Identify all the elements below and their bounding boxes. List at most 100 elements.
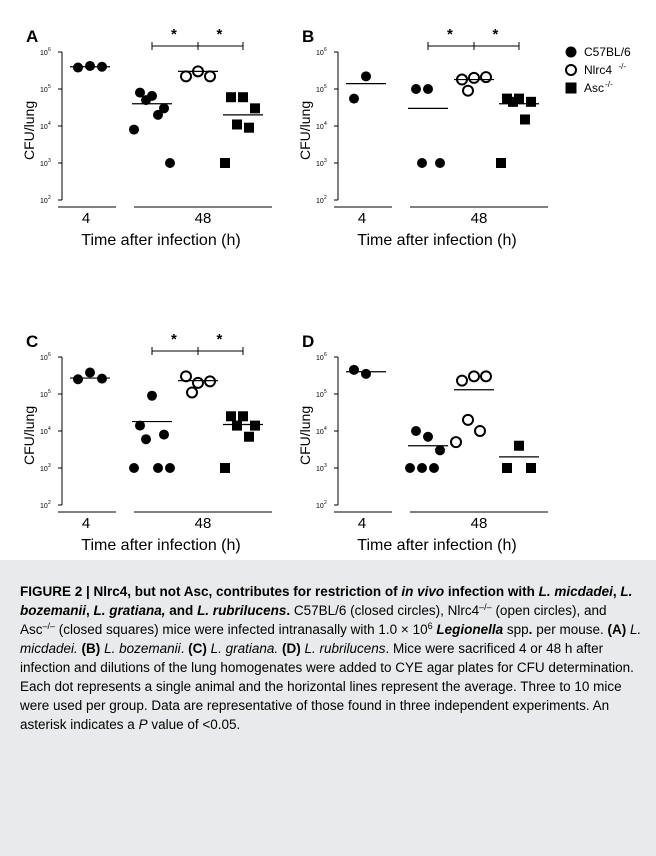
data-point-closed-square [232, 119, 242, 130]
y-axis-label: CFU/lung [297, 406, 313, 465]
caption-title-part: , [86, 603, 94, 618]
y-tick-label: 10 [316, 50, 324, 57]
y-tick-exponent: 4 [324, 426, 327, 432]
data-point-open-circle [192, 376, 204, 389]
data-point-closed-circle [405, 463, 415, 473]
significance-asterisk: * [171, 331, 177, 348]
data-point-closed-circle [159, 429, 169, 440]
y-tick-label: 10 [40, 198, 48, 205]
data-point-open-circle [180, 70, 192, 83]
time-group-label: 48 [471, 210, 488, 227]
caption-text: spp [503, 622, 529, 637]
data-point-closed-circle [349, 364, 359, 375]
caption-text: . Mice were sacrificed 4 or 48 h after i… [20, 641, 634, 732]
data-point-open-circle [450, 436, 462, 449]
caption-panel-ref: (A) [607, 622, 627, 637]
y-tick-exponent: 6 [324, 47, 327, 53]
panel-letter: A [26, 27, 38, 46]
y-tick-exponent: 4 [48, 121, 51, 127]
y-axis-label: CFU/lung [297, 101, 313, 160]
caption-title-part: L. gratiana, [93, 603, 166, 618]
y-tick-label: 10 [316, 161, 324, 168]
data-point-open-circle [204, 375, 216, 388]
caption-text: . [180, 641, 189, 656]
y-tick-exponent: 5 [48, 84, 51, 90]
y-tick-label: 10 [40, 161, 48, 168]
y-tick-label: 10 [40, 355, 48, 362]
data-point-closed-square [244, 431, 254, 442]
legend-marker-open-circle [565, 64, 577, 76]
x-axis-title: Time after infection (h) [357, 232, 516, 249]
y-tick-label: 10 [40, 466, 48, 473]
data-point-closed-square [238, 92, 248, 103]
y-tick-label: 10 [40, 392, 48, 399]
data-point-closed-circle [165, 463, 175, 473]
caption-title-part: . [286, 603, 291, 618]
data-point-closed-square [502, 93, 512, 104]
caption-p-symbol: P [138, 717, 148, 732]
caption-title-part: L. micdadei [538, 584, 613, 599]
data-point-closed-square [526, 463, 536, 473]
panel-letter: C [26, 332, 38, 351]
data-point-closed-circle [435, 158, 445, 168]
data-point-closed-circle [423, 431, 433, 442]
data-point-closed-circle [147, 390, 157, 401]
caption-title-part: L. bozemanii [20, 584, 633, 618]
y-tick-exponent: 3 [324, 463, 327, 469]
data-point-closed-circle [85, 367, 95, 378]
y-tick-exponent: 2 [48, 500, 51, 506]
y-tick-exponent: 3 [48, 158, 51, 164]
y-tick-label: 10 [316, 503, 324, 510]
y-axis-label: CFU/lung [21, 406, 37, 465]
caption-title-part: and [165, 603, 198, 618]
data-point-closed-circle [349, 93, 359, 104]
data-point-closed-circle [411, 426, 421, 436]
y-tick-label: 10 [40, 503, 48, 510]
caption-text: . [528, 622, 533, 637]
data-point-closed-circle [159, 103, 169, 114]
caption-superscript: 6 [427, 621, 433, 631]
data-point-closed-square [514, 93, 524, 104]
y-tick-label: 10 [316, 198, 324, 205]
caption-paragraph: FIGURE 2 | Nlrc4, but not Asc, contribut… [20, 582, 642, 734]
y-tick-label: 10 [316, 392, 324, 399]
data-point-closed-circle [361, 368, 371, 379]
data-point-closed-circle [361, 71, 371, 82]
legend-superscript: -/- [619, 62, 627, 71]
data-point-closed-circle [73, 374, 83, 385]
data-point-closed-circle [417, 158, 427, 168]
caption-text: C57BL/6 (closed circles), Nlrc4 [290, 603, 480, 618]
caption-text: (open circles), and Asc [20, 603, 607, 637]
caption-superscript: –/– [479, 602, 492, 612]
data-point-closed-circle [141, 95, 151, 106]
caption-title-part: L. rubrilucens [197, 603, 287, 618]
caption-text: per mouse. [532, 622, 608, 637]
time-group-label: 48 [195, 210, 212, 227]
data-point-closed-circle [423, 84, 433, 94]
y-tick-exponent: 2 [324, 195, 327, 201]
y-tick-exponent: 6 [48, 352, 51, 358]
caption-species: L. bozemanii [104, 641, 181, 656]
legend-superscript: -/- [605, 80, 613, 89]
legend-label: Asc [584, 81, 604, 95]
y-tick-label: 10 [40, 124, 48, 131]
panel-letter: B [302, 27, 314, 46]
data-point-closed-circle [417, 463, 427, 473]
time-group-label: 4 [358, 515, 366, 532]
data-point-open-circle [462, 413, 474, 426]
y-tick-exponent: 2 [324, 500, 327, 506]
data-point-closed-circle [97, 373, 107, 384]
time-group-label: 4 [82, 210, 90, 227]
data-point-closed-square [220, 158, 230, 168]
caption-title-part: FIGURE 2 | Nlrc4, but not Asc, contribut… [20, 584, 402, 599]
y-tick-label: 10 [40, 429, 48, 436]
y-tick-exponent: 5 [48, 389, 51, 395]
y-tick-exponent: 3 [324, 158, 327, 164]
y-tick-label: 10 [316, 87, 324, 94]
data-point-closed-square [232, 420, 242, 431]
y-axis-label: CFU/lung [21, 101, 37, 160]
y-tick-exponent: 3 [48, 463, 51, 469]
x-axis-title: Time after infection (h) [81, 537, 240, 554]
significance-asterisk: * [217, 331, 223, 348]
figure-caption: FIGURE 2 | Nlrc4, but not Asc, contribut… [0, 560, 656, 856]
